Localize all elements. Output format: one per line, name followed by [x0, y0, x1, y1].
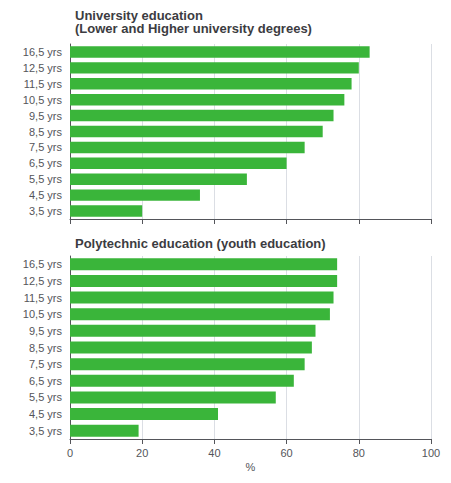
- svg-text:10,5 yrs: 10,5 yrs: [23, 94, 63, 106]
- svg-text:12,5 yrs: 12,5 yrs: [23, 275, 63, 287]
- svg-text:9,5 yrs: 9,5 yrs: [29, 110, 63, 122]
- svg-text:8,5 yrs: 8,5 yrs: [29, 126, 63, 138]
- svg-text:6,5 yrs: 6,5 yrs: [29, 157, 63, 169]
- svg-text:3,5 yrs: 3,5 yrs: [29, 205, 63, 217]
- svg-text:University education: University education: [75, 8, 203, 23]
- svg-text:5,5 yrs: 5,5 yrs: [29, 173, 63, 185]
- svg-text:4,5 yrs: 4,5 yrs: [29, 189, 63, 201]
- svg-text:80: 80: [353, 447, 365, 459]
- svg-text:11,5 yrs: 11,5 yrs: [24, 78, 63, 90]
- svg-text:16,5 yrs: 16,5 yrs: [23, 258, 63, 270]
- svg-text:10,5 yrs: 10,5 yrs: [23, 308, 63, 320]
- svg-text:3,5 yrs: 3,5 yrs: [29, 425, 63, 437]
- svg-text:60: 60: [280, 447, 292, 459]
- svg-text:(Lower and Higher university d: (Lower and Higher university degrees): [75, 21, 312, 36]
- svg-text:5,5 yrs: 5,5 yrs: [29, 391, 63, 403]
- svg-text:%: %: [246, 461, 256, 473]
- svg-text:0: 0: [67, 447, 73, 459]
- svg-text:100: 100: [422, 447, 440, 459]
- svg-text:7,5 yrs: 7,5 yrs: [29, 141, 63, 153]
- svg-text:12,5 yrs: 12,5 yrs: [23, 62, 63, 74]
- svg-text:9,5 yrs: 9,5 yrs: [29, 325, 63, 337]
- svg-text:20: 20: [136, 447, 148, 459]
- svg-text:7,5 yrs: 7,5 yrs: [29, 358, 63, 370]
- svg-text:40: 40: [208, 447, 220, 459]
- svg-text:4,5 yrs: 4,5 yrs: [29, 408, 63, 420]
- svg-text:8,5 yrs: 8,5 yrs: [29, 342, 63, 354]
- svg-text:6,5 yrs: 6,5 yrs: [29, 375, 63, 387]
- svg-text:16,5 yrs: 16,5 yrs: [23, 46, 63, 58]
- svg-text:Polytechnic education (youth e: Polytechnic education (youth education): [75, 236, 326, 251]
- svg-text:11,5 yrs: 11,5 yrs: [24, 292, 63, 304]
